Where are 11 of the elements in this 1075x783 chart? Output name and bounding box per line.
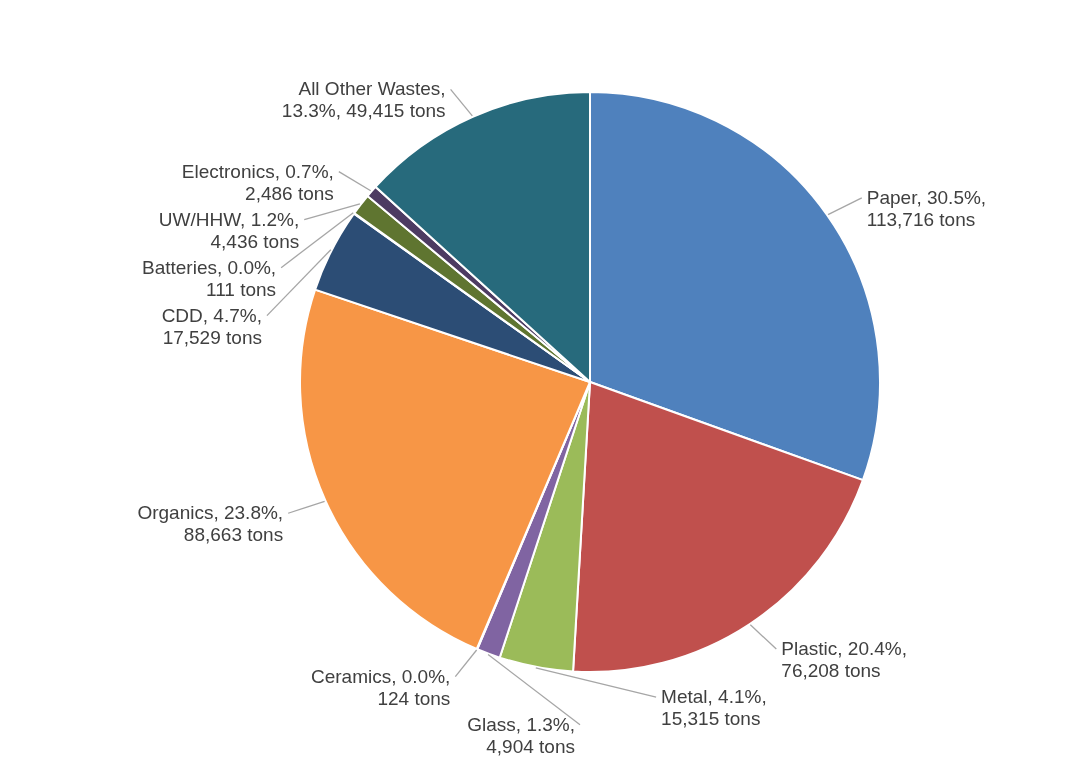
slice-label: Metal, 4.1%, 15,315 tons: [661, 686, 767, 730]
slice-label: Organics, 23.8%, 88,663 tons: [137, 502, 284, 546]
slice-label: All Other Wastes, 13.3%, 49,415 tons: [281, 78, 446, 122]
slice-label: Electronics, 0.7%, 2,486 tons: [181, 160, 334, 204]
slice-label: Glass, 1.3%, 4,904 tons: [467, 713, 575, 757]
slice-label: Paper, 30.5%, 113,716 tons: [866, 186, 987, 230]
slice-label: UW/HHW, 1.2%, 4,436 tons: [158, 208, 300, 252]
slice-label: Ceramics, 0.0%, 124 tons: [310, 665, 451, 709]
slice-label: CDD, 4.7%, 17,529 tons: [161, 304, 262, 348]
slice-label: Plastic, 20.4%, 76,208 tons: [781, 638, 907, 682]
slice-label: Batteries, 0.0%, 111 tons: [142, 256, 277, 300]
